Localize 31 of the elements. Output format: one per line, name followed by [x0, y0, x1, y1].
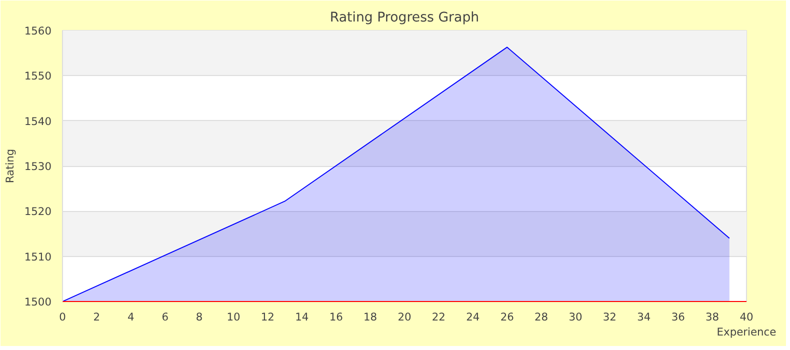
- x-axis-title: Experience: [716, 326, 776, 338]
- chart-title: Rating Progress Graph: [330, 10, 480, 26]
- x-tick-label: 20: [398, 310, 412, 324]
- x-tick-label: 32: [602, 310, 616, 324]
- x-tick-label: 36: [671, 310, 686, 324]
- y-tick-label: 1520: [24, 205, 52, 218]
- y-axis-title: Rating: [3, 148, 16, 184]
- x-tick-label: 0: [59, 310, 66, 324]
- x-tick-label: 16: [329, 310, 344, 324]
- y-tick-label: 1510: [24, 250, 52, 264]
- x-tick-label: 2: [93, 310, 100, 324]
- x-tick-label: 22: [432, 310, 446, 324]
- y-tick-label: 1540: [24, 114, 52, 128]
- x-tick-label: 26: [500, 310, 514, 324]
- x-tick-label: 6: [162, 310, 169, 324]
- y-tick-label: 1530: [24, 160, 52, 173]
- x-tick-label: 38: [706, 310, 720, 324]
- y-tick-label: 1500: [24, 296, 52, 308]
- x-tick-label: 40: [740, 310, 754, 324]
- x-tick-label: 4: [128, 310, 135, 324]
- x-tick-label: 14: [295, 310, 309, 324]
- x-tick-label: 30: [568, 310, 582, 324]
- y-tick-label: 1560: [24, 24, 52, 38]
- x-tick-label: 8: [196, 310, 203, 324]
- x-tick-label: 18: [364, 310, 378, 324]
- x-tick-label: 34: [637, 310, 651, 324]
- x-tick-label: 24: [466, 310, 480, 324]
- y-tick-label: 1550: [24, 70, 52, 83]
- x-tick-label: 12: [260, 310, 274, 324]
- x-tick-label: 10: [226, 310, 240, 324]
- x-tick-label: 28: [534, 310, 548, 324]
